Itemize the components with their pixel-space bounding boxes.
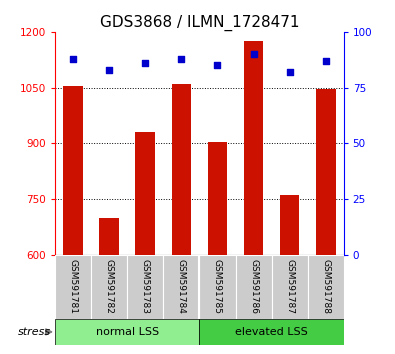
Text: GSM591786: GSM591786 — [249, 259, 258, 314]
Bar — [316, 90, 335, 255]
Bar — [55, 255, 91, 319]
Text: GSM591785: GSM591785 — [213, 259, 222, 314]
Text: GSM591787: GSM591787 — [285, 259, 294, 314]
Text: GSM591783: GSM591783 — [141, 259, 150, 314]
Bar — [272, 255, 308, 319]
Text: GSM591781: GSM591781 — [69, 259, 78, 314]
Bar — [127, 255, 164, 319]
Bar — [235, 255, 272, 319]
Bar — [208, 142, 228, 255]
Point — [322, 58, 329, 64]
Title: GDS3868 / ILMN_1728471: GDS3868 / ILMN_1728471 — [100, 14, 299, 30]
Text: stress: stress — [18, 327, 51, 337]
Point — [214, 62, 221, 68]
Point — [70, 56, 77, 62]
Bar — [91, 255, 127, 319]
Text: GSM591782: GSM591782 — [105, 259, 114, 314]
Text: GSM591788: GSM591788 — [321, 259, 330, 314]
Text: elevated LSS: elevated LSS — [235, 327, 308, 337]
Bar — [55, 319, 199, 345]
Bar — [199, 319, 344, 345]
Bar — [100, 218, 119, 255]
Text: GSM591784: GSM591784 — [177, 259, 186, 314]
Bar — [135, 132, 155, 255]
Point — [178, 56, 184, 62]
Bar — [171, 84, 191, 255]
Point — [142, 60, 149, 66]
Point — [250, 51, 257, 57]
Bar — [164, 255, 199, 319]
Bar — [64, 86, 83, 255]
Bar — [280, 195, 299, 255]
Bar — [244, 41, 263, 255]
Point — [106, 67, 113, 73]
Bar — [308, 255, 344, 319]
Bar — [199, 255, 235, 319]
Text: normal LSS: normal LSS — [96, 327, 159, 337]
Point — [286, 69, 293, 75]
